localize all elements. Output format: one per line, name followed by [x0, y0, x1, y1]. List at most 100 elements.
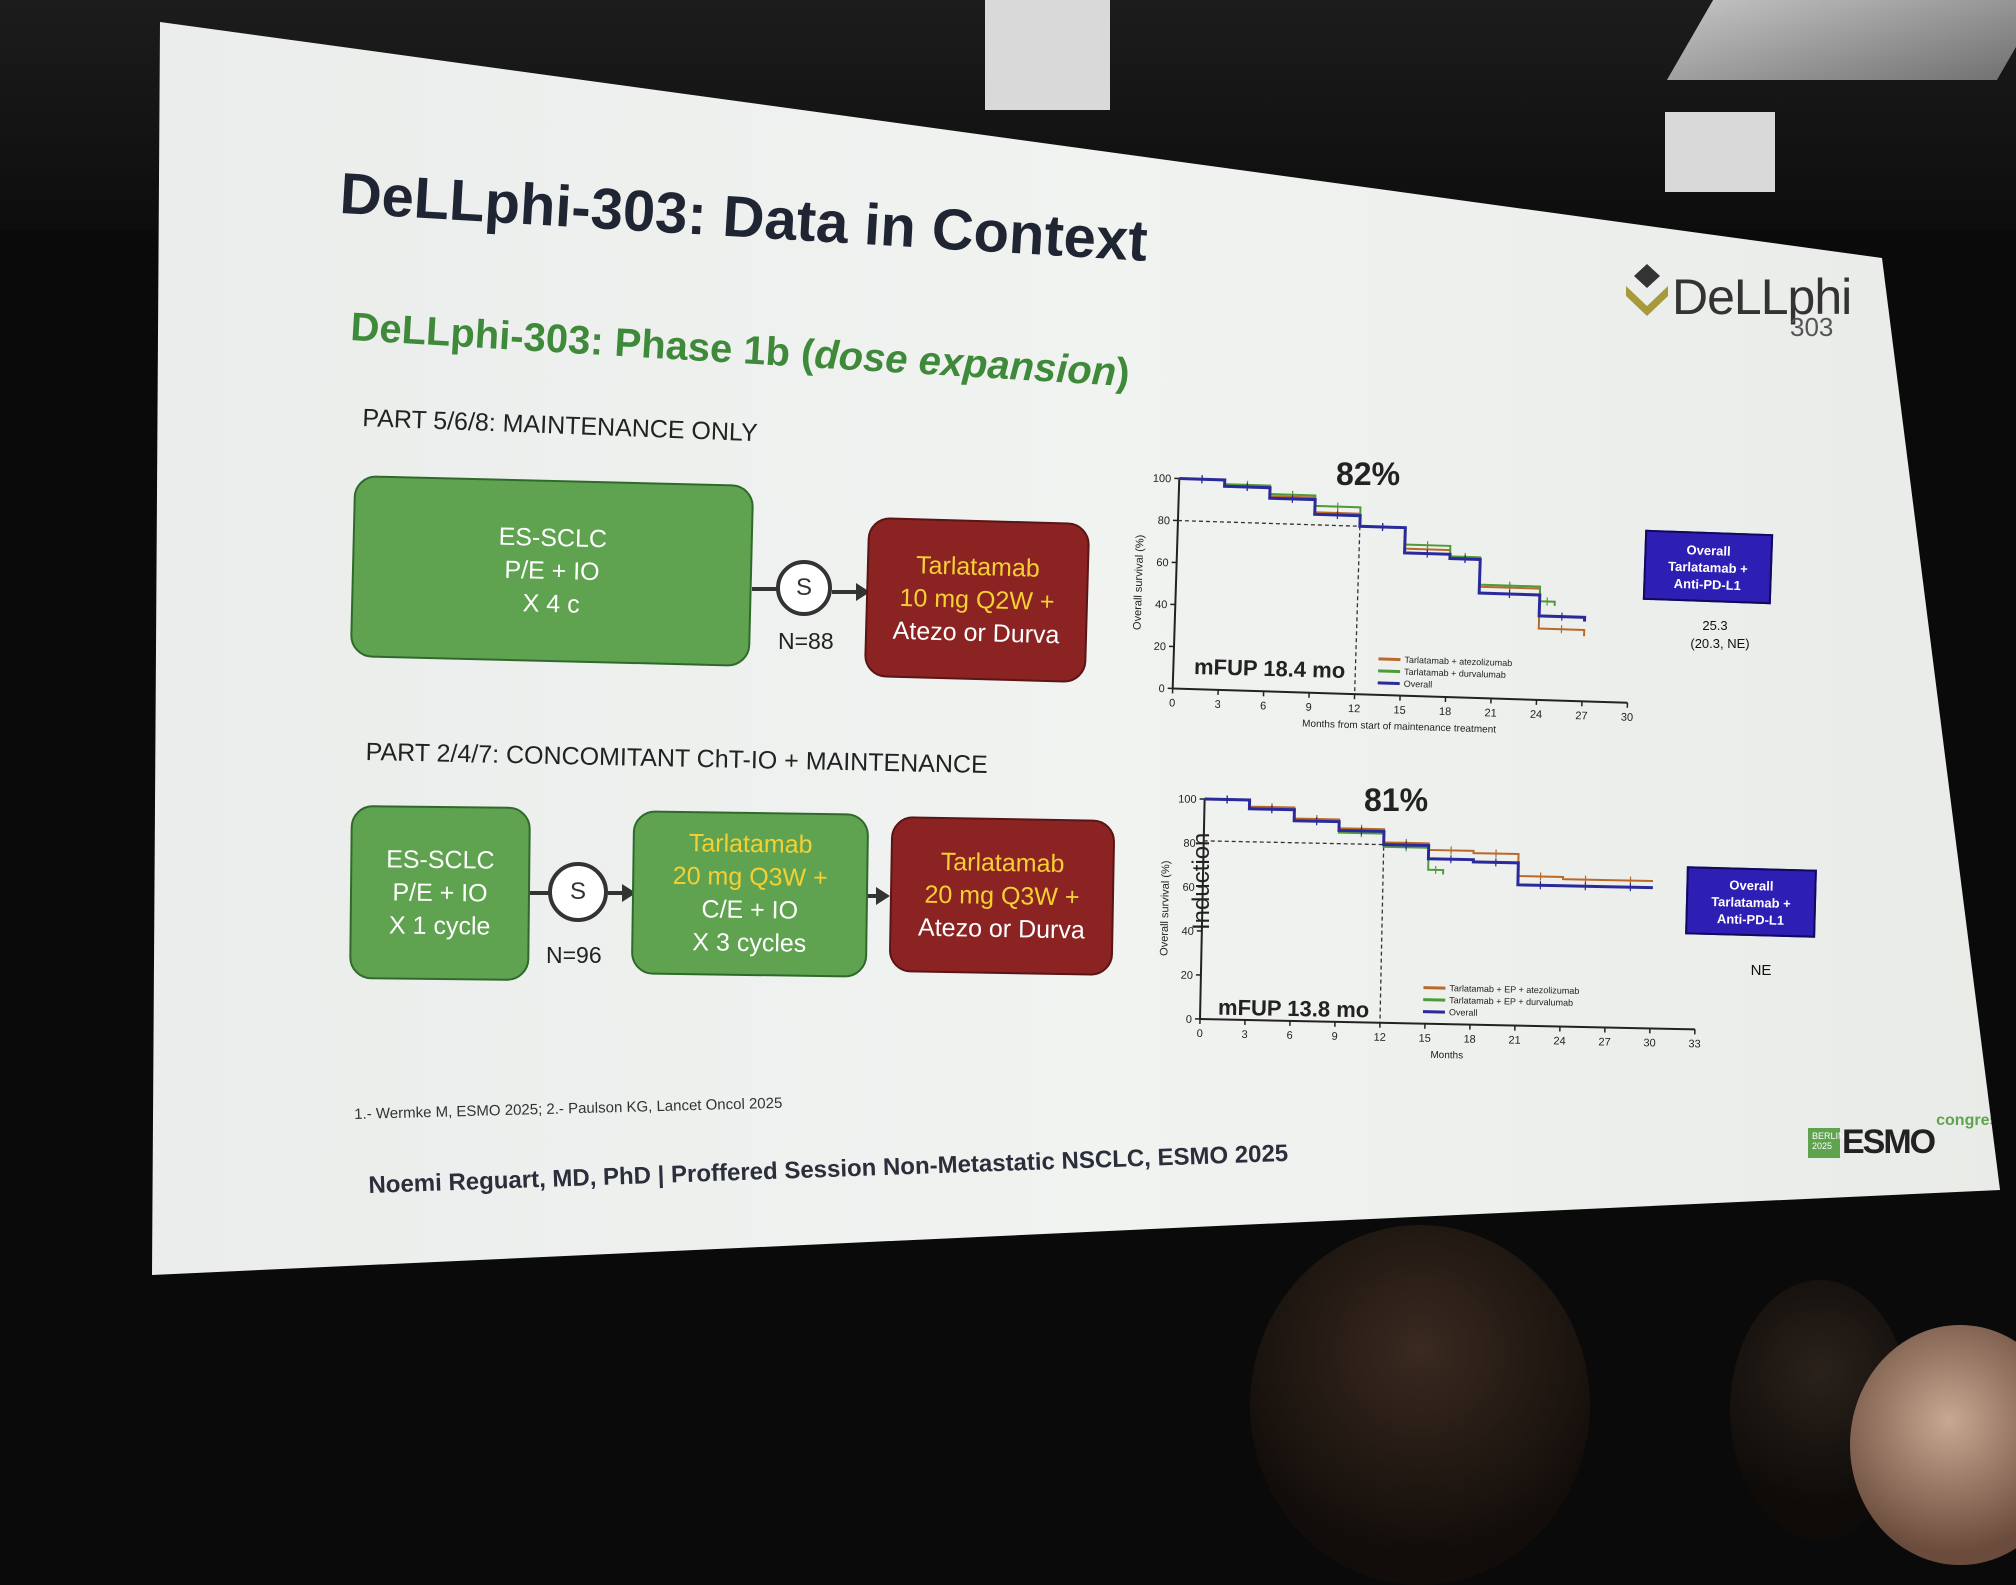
x-tick-label: 24 [1530, 709, 1543, 721]
box-line: 20 mg Q3W + [673, 860, 828, 895]
box-line: Tarlatamab [940, 845, 1064, 880]
chart2-mfup: mFUP 13.8 mo [1218, 995, 1370, 1024]
box-line: Tarlatamab [916, 549, 1041, 585]
logo-word: congress [1936, 1112, 2007, 1130]
x-tick-label: 33 [1688, 1038, 1700, 1050]
chart1-percent: 82% [1336, 456, 1400, 493]
x-tick-label: 30 [1621, 712, 1634, 724]
footnote: 1.- Wermke M, ESMO 2025; 2.- Paulson KG,… [354, 1095, 783, 1123]
chart2-median: NE [1736, 962, 1786, 979]
box-line: C/E + IO [701, 893, 798, 927]
part1-n-label: N=88 [778, 628, 834, 655]
legend-swatch [1378, 671, 1400, 672]
x-tick-label: 27 [1575, 710, 1588, 722]
x-tick-label: 9 [1305, 702, 1311, 714]
y-tick-label: 100 [1178, 793, 1197, 805]
legend-line: Anti-PD-L1 [1645, 573, 1770, 594]
y-tick-label: 20 [1181, 970, 1193, 982]
chart2-percent: 81% [1364, 782, 1428, 819]
km-curve-2 [1175, 479, 1588, 622]
box-line: P/E + IO [392, 876, 488, 910]
logo-city-year: BERLIN 2025 [1808, 1128, 1840, 1158]
x-tick-label: 30 [1643, 1037, 1655, 1049]
legend-label: Overall [1404, 679, 1433, 690]
x-tick-label: 12 [1348, 703, 1361, 715]
x-tick-label: 6 [1260, 700, 1266, 712]
part1-label: PART 5/6/8: MAINTENANCE ONLY [362, 404, 758, 448]
connector-line [752, 587, 778, 591]
box-line: 10 mg Q2W + [899, 581, 1055, 618]
box-line: ES-SCLC [498, 520, 607, 556]
y-axis [1173, 479, 1180, 689]
y-tick-label: 80 [1158, 515, 1171, 527]
box-line: Tarlatamab [689, 827, 813, 862]
legend-label: Tarlatamab + EP + durvalumab [1449, 995, 1573, 1008]
slide-footer: Noemi Reguart, MD, PhD | Proffered Sessi… [368, 1140, 1289, 1200]
km-curve-0 [1175, 479, 1589, 637]
y-tick-label: 0 [1186, 1014, 1192, 1026]
box-line: Atezo or Durva [918, 911, 1085, 947]
x-tick-label: 0 [1169, 697, 1175, 709]
x-tick-label: 0 [1197, 1028, 1203, 1040]
legend-label: Tarlatamab + atezolizumab [1404, 655, 1512, 668]
part2-label: PART 2/4/7: CONCOMITANT ChT-IO + MAINTEN… [365, 738, 988, 780]
legend-swatch [1378, 659, 1400, 660]
chart1-side-legend: Overall Tarlatamab + Anti-PD-L1 [1643, 530, 1773, 604]
part2-n-label: N=96 [546, 942, 602, 969]
y-tick-label: 100 [1153, 473, 1172, 486]
connector-line [530, 891, 550, 895]
x-tick-label: 24 [1553, 1035, 1565, 1047]
logo-city: BERLIN [1812, 1131, 1836, 1141]
x-tick-label: 21 [1508, 1034, 1520, 1046]
x-tick-label: 9 [1331, 1031, 1337, 1043]
x-axis-label: Months [1430, 1050, 1463, 1062]
part2-box-es-sclc: ES-SCLC P/E + IO X 1 cycle [349, 805, 531, 981]
slide-subtitle: DeLLphi-303: Phase 1b (dose expansion) [349, 305, 1130, 396]
y-axis-label: Overall survival (%) [1158, 860, 1172, 956]
arrow-right-icon [876, 887, 890, 905]
x-tick-label: 3 [1241, 1029, 1247, 1041]
legend-label: Overall [1449, 1007, 1478, 1018]
box-line: X 4 c [522, 587, 580, 621]
chart2-induction-label: Induction [1188, 833, 1216, 930]
x-tick-label: 15 [1393, 704, 1406, 716]
part1-randomization-circle: S [776, 560, 832, 616]
legend-label: Tarlatamab + durvalumab [1404, 667, 1506, 680]
y-axis-label: Overall survival (%) [1132, 535, 1147, 631]
ceiling-pillar [985, 0, 1110, 110]
chart1-median: 25.3 [1690, 618, 1740, 633]
x-tick-label: 12 [1373, 1032, 1385, 1044]
part2-randomization-circle: S [548, 862, 608, 922]
y-tick-label: 20 [1154, 641, 1167, 653]
box-line: X 1 cycle [389, 909, 491, 943]
box-line: 20 mg Q3W + [924, 878, 1079, 914]
esmo-congress-logo: BERLIN 2025 ESMO congress [1808, 1126, 2007, 1158]
box-line: P/E + IO [504, 553, 600, 588]
part1-box-es-sclc: ES-SCLC P/E + IO X 4 c [350, 475, 754, 667]
y-tick-label: 60 [1156, 557, 1169, 569]
box-line: X 3 cycles [692, 926, 806, 961]
audience-head [1250, 1225, 1590, 1585]
diamond-logo-icon [1622, 262, 1672, 318]
chart2-side-legend: Overall Tarlatamab + Anti-PD-L1 [1685, 866, 1817, 937]
y-tick-label: 40 [1155, 599, 1168, 611]
legend-line: Anti-PD-L1 [1687, 909, 1813, 929]
part2-box-tarlatamab-ct: Tarlatamab 20 mg Q3W + C/E + IO X 3 cycl… [631, 810, 869, 977]
ceiling-light [1667, 0, 2016, 80]
legend-label: Tarlatamab + EP + atezolizumab [1449, 983, 1579, 996]
x-tick-label: 3 [1214, 699, 1220, 711]
legend-swatch [1378, 683, 1400, 684]
x-tick-label: 21 [1484, 707, 1497, 719]
part1-box-tarlatamab: Tarlatamab 10 mg Q2W + Atezo or Durva [864, 517, 1090, 683]
chart1-mfup: mFUP 18.4 mo [1194, 654, 1346, 684]
x-tick-label: 18 [1463, 1034, 1475, 1046]
x-tick-label: 18 [1439, 706, 1452, 718]
x-tick-label: 6 [1286, 1030, 1292, 1042]
logo-brand: ESMO [1842, 1126, 1934, 1158]
slide-title: DeLLphi-303: Data in Context [338, 160, 1149, 275]
box-line: ES-SCLC [386, 843, 495, 877]
logo-year: 2025 [1812, 1141, 1836, 1151]
y-tick-label: 0 [1158, 683, 1164, 695]
